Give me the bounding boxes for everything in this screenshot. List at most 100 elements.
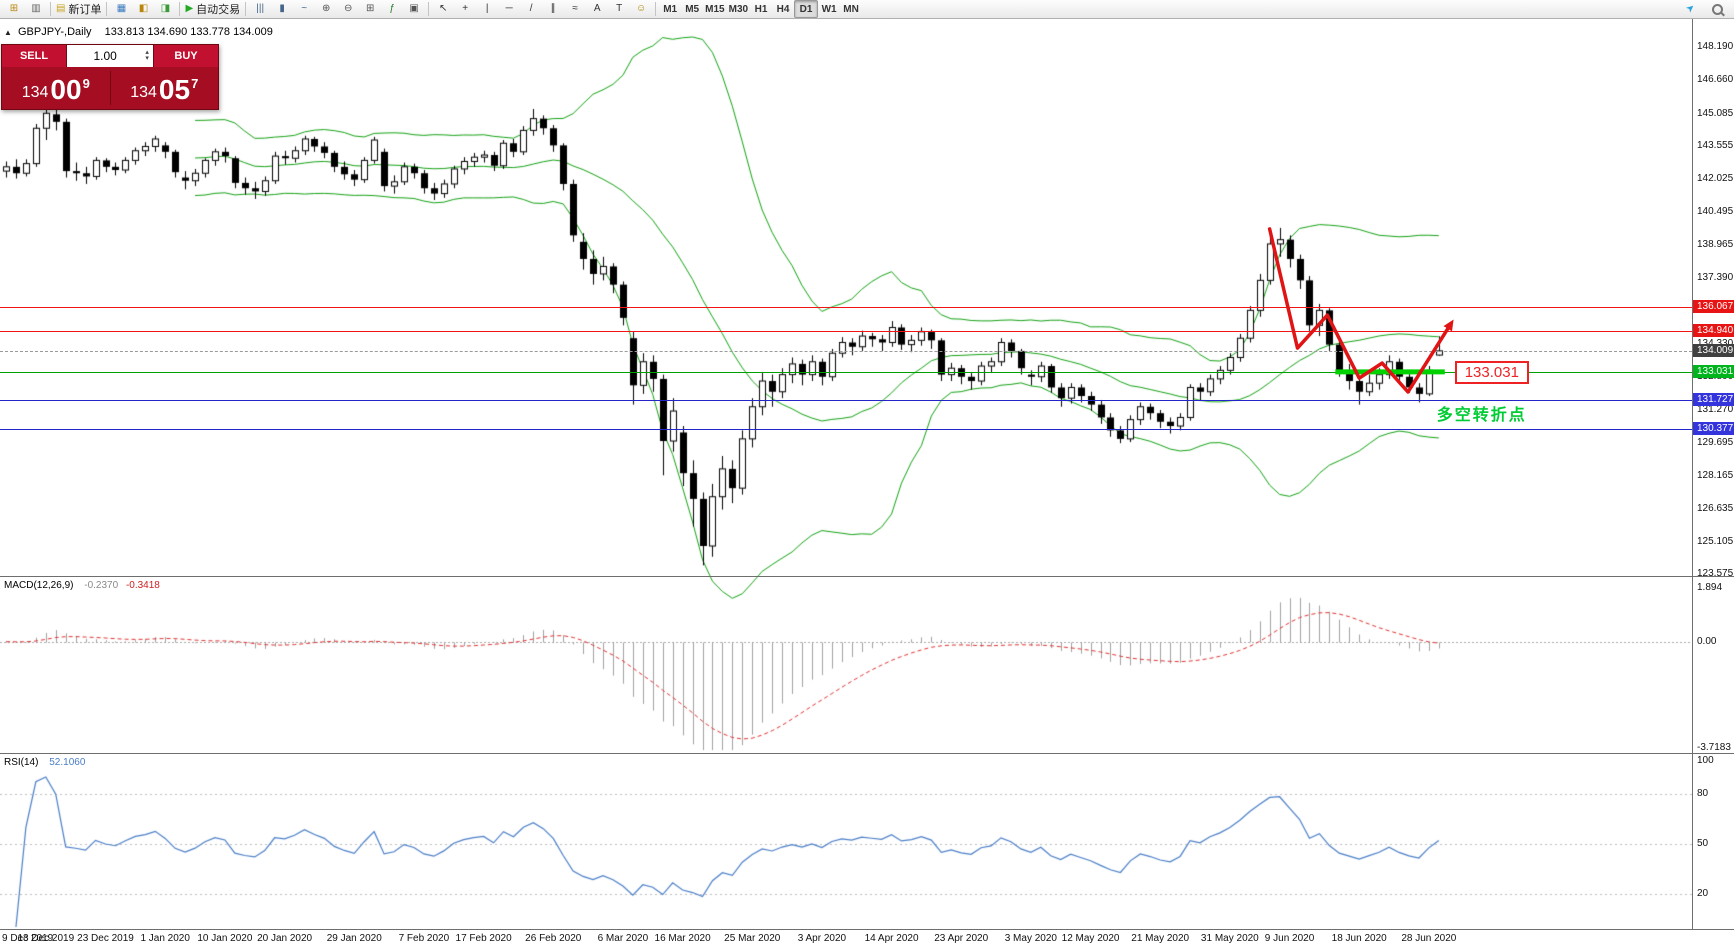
price-axis-label: 131.270: [1697, 403, 1734, 415]
toolbar-separator: [179, 2, 181, 16]
vertical-line-icon[interactable]: |: [485, 3, 489, 14]
new-order-button[interactable]: ▤ 新订单: [56, 3, 102, 17]
timeframe-m5-button[interactable]: M5: [685, 3, 700, 15]
line-chart-icon[interactable]: ~: [301, 3, 308, 14]
rsi-axis-label: 50: [1697, 838, 1709, 849]
price-level-line-134.009[interactable]: [0, 351, 1692, 352]
price-axis-label: 128.165: [1697, 470, 1734, 482]
volume-increase-button[interactable]: ▴: [145, 49, 149, 56]
time-axis-label: 23 Apr 2020: [934, 933, 989, 944]
sell-button[interactable]: SELL: [2, 45, 66, 67]
buy-price-big: 05: [158, 73, 191, 105]
toolbar-separator: [428, 2, 430, 16]
indicators-icon[interactable]: ƒ: [389, 3, 395, 14]
channel-icon[interactable]: ∥: [550, 3, 556, 14]
price-level-line-130.377[interactable]: [0, 429, 1692, 430]
sell-price-sup: 9: [82, 76, 90, 91]
pivot-point-annotation[interactable]: 多空转折点: [1436, 407, 1527, 425]
price-divider: [109, 71, 111, 105]
time-axis-label: 18 Jun 2020: [1331, 933, 1387, 944]
profiles-icon[interactable]: ▥: [31, 3, 41, 14]
label-icon[interactable]: T: [616, 3, 623, 14]
price-level-line-134.940[interactable]: [0, 331, 1692, 332]
one-click-toggle-icon[interactable]: ▲: [4, 28, 12, 37]
time-axis-label: 13 Dec 2019: [17, 933, 75, 944]
buy-button[interactable]: BUY: [154, 45, 218, 67]
buy-price-prefix: 134: [130, 84, 157, 102]
zoom-out-icon[interactable]: ⊖: [343, 3, 353, 14]
search-icon[interactable]: [1706, 1, 1728, 17]
price-axis-label: 146.660: [1697, 73, 1734, 85]
price-level-line-131.727[interactable]: [0, 400, 1692, 401]
price-axis-label: 142.025: [1697, 173, 1734, 185]
main-toolbar: ⊞ ▥ ▤ 新订单 ▦ ◧ ◨ ▶ 自动交易 ||| ▮ ~ ⊕ ⊖ ⊞ ƒ ▣ ↖ + | ─ / ∥ ≈ A T ☺ M1 M5 M1…: [0, 0, 1734, 19]
buy-price-button[interactable]: 134 05 7: [111, 67, 219, 109]
panel-separator[interactable]: [0, 753, 1734, 754]
timeframe-h1-button[interactable]: H1: [754, 3, 768, 15]
text-icon[interactable]: A: [593, 3, 601, 14]
toolbar-separator: [50, 2, 51, 16]
buy-price-sup: 7: [191, 76, 199, 91]
macd-title: MACD(12,26,9): [4, 580, 74, 591]
cursor-icon[interactable]: ↖: [438, 3, 448, 14]
price-axis-label: 148.190: [1697, 41, 1734, 53]
price-level-line-136.067[interactable]: [0, 307, 1692, 308]
navigator-icon[interactable]: ◧: [138, 3, 149, 14]
one-click-trading-panel: SELL ▴ ▾ BUY 134 00 9 134 05 7: [1, 44, 219, 110]
chart-canvas[interactable]: [0, 0, 1692, 948]
time-axis-label: 3 May 2020: [1004, 933, 1057, 944]
panel-separator[interactable]: [0, 576, 1734, 577]
price-level-label[interactable]: 133.031: [1454, 361, 1529, 385]
time-axis: 9 Dec 2019 13 Dec 2019 23 Dec 2019 1 Jan 20…: [0, 929, 1734, 948]
price-axis-badge: 136.067: [1693, 300, 1734, 313]
sell-price-button[interactable]: 134 00 9: [2, 67, 110, 109]
price-axis-label: 140.495: [1697, 205, 1734, 217]
toolbar-separator: [655, 2, 657, 16]
timeframe-m30-button[interactable]: M30: [728, 3, 749, 15]
time-axis-label: 31 May 2020: [1200, 933, 1259, 944]
time-axis-label: 7 Feb 2020: [398, 933, 450, 944]
price-level-line-133.031[interactable]: [0, 372, 1692, 373]
trendline-icon[interactable]: /: [529, 3, 533, 14]
price-axis-label: 145.085: [1697, 107, 1734, 119]
time-axis-label: 1 Jan 2020: [140, 933, 190, 944]
macd-main-value: -0.2370: [84, 580, 119, 591]
bar-chart-icon[interactable]: |||: [256, 3, 265, 14]
candlestick-chart-icon[interactable]: ▮: [279, 3, 285, 14]
market-watch-icon[interactable]: ▦: [116, 3, 127, 14]
timeframe-m15-button[interactable]: M15: [705, 3, 725, 15]
new-chart-icon[interactable]: ⊞: [9, 3, 19, 14]
price-axis-badge: 130.377: [1693, 422, 1734, 435]
price-axis-label: 137.390: [1697, 272, 1734, 284]
price-axis-badge: 134.940: [1693, 324, 1734, 337]
fibonacci-icon[interactable]: ≈: [572, 3, 578, 14]
timeframe-h4-button[interactable]: H4: [776, 3, 790, 15]
zoom-in-icon[interactable]: ⊕: [321, 3, 331, 14]
price-axis-label: 125.105: [1697, 535, 1734, 547]
volume-input[interactable]: [68, 49, 143, 63]
rsi-axis-label: 20: [1697, 887, 1709, 899]
terminal-icon[interactable]: ◨: [160, 3, 171, 14]
timeframe-mn-button[interactable]: MN: [843, 3, 859, 15]
volume-decrease-button[interactable]: ▾: [145, 55, 149, 62]
horizontal-line-icon[interactable]: ─: [505, 3, 513, 14]
autotrading-button[interactable]: ▶ 自动交易: [185, 3, 241, 17]
time-axis-label: 10 Jan 2020: [197, 933, 253, 944]
time-axis-label: 14 Apr 2020: [864, 933, 919, 944]
time-axis-label: 23 Dec 2019: [77, 933, 134, 944]
tile-windows-icon[interactable]: ⊞: [365, 3, 375, 14]
timeframe-w1-button[interactable]: W1: [821, 3, 837, 15]
timeframe-d1-button[interactable]: D1: [794, 0, 819, 18]
arrows-icon[interactable]: ☺: [636, 3, 647, 14]
toolbar-separator: [106, 2, 108, 16]
price-axis-label: 129.695: [1697, 437, 1734, 449]
sell-price-prefix: 134: [21, 84, 49, 102]
macd-axis-label: 0.00: [1697, 635, 1717, 647]
crosshair-icon[interactable]: +: [462, 3, 469, 14]
rsi-axis-label: 80: [1697, 788, 1709, 800]
community-icon[interactable]: ➤: [1683, 1, 1698, 16]
timeframe-m1-button[interactable]: M1: [663, 3, 678, 15]
price-axis-label: 126.635: [1697, 502, 1734, 514]
templates-icon[interactable]: ▣: [409, 3, 419, 14]
